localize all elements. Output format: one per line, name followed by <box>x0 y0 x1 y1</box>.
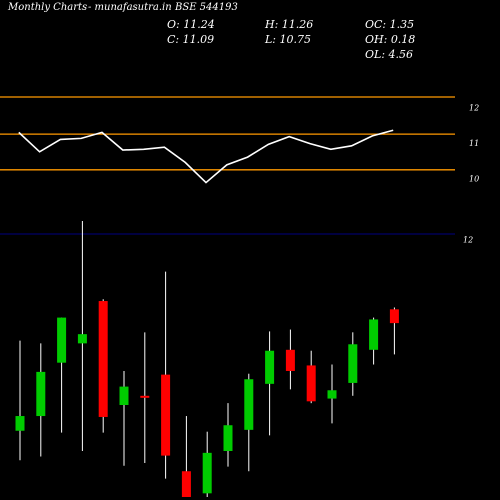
candle <box>98 299 108 433</box>
candle <box>348 332 358 396</box>
candle-body-down <box>389 309 399 324</box>
candle-body-down <box>98 301 108 417</box>
site-name: - munafasutra.in <box>88 2 172 13</box>
candle <box>36 343 46 457</box>
candle <box>161 271 171 479</box>
candle <box>15 340 25 461</box>
candle <box>369 317 379 365</box>
candle-body-up <box>369 319 379 350</box>
candle <box>119 370 129 466</box>
candle <box>140 332 150 463</box>
line-ytick: 10 <box>469 174 479 183</box>
candle <box>244 373 254 472</box>
candle-body-up <box>36 371 46 417</box>
candle-body-down <box>181 471 191 497</box>
candle-body-up <box>202 452 212 494</box>
ol-value: OL: 4.56 <box>365 48 414 61</box>
candle-body-up <box>265 350 275 384</box>
line-ytick: 11 <box>469 139 479 148</box>
candle-body-up <box>348 344 358 383</box>
candle-body-up <box>327 390 337 399</box>
candle-body-down <box>140 395 150 398</box>
candlestick-panel: 12 <box>15 221 473 497</box>
line-ytick: 12 <box>469 104 479 113</box>
candle <box>389 307 399 355</box>
candle-body-down <box>306 365 316 402</box>
site-label: Monthly Charts <box>8 2 88 13</box>
candle <box>181 416 191 497</box>
line-panel: 12 11 10 <box>0 96 479 184</box>
candle-body-down <box>161 374 171 456</box>
symbol-label: BSE 544193 <box>175 2 238 13</box>
candle-body-up <box>244 379 254 430</box>
candle-body-up <box>15 416 25 431</box>
candle-body-up <box>119 386 129 405</box>
oh-value: OH: 0.18 <box>365 33 416 46</box>
oc-value: OC: 1.35 <box>365 18 415 31</box>
candle <box>202 431 212 497</box>
open-value: O: 11.24 <box>167 18 215 31</box>
candle <box>223 403 233 467</box>
close-value: C: 11.09 <box>167 33 215 46</box>
low-value: L: 10.75 <box>265 33 311 46</box>
candle-body-up <box>57 317 67 363</box>
candle <box>306 350 316 404</box>
candle <box>77 221 87 451</box>
candle-body-up <box>223 425 233 451</box>
candle-body-down <box>285 349 295 371</box>
candle <box>285 329 295 390</box>
candle-ytick: 12 <box>463 235 473 244</box>
candle-body-up <box>77 334 87 344</box>
candle <box>57 317 67 433</box>
price-line <box>18 129 394 184</box>
candle <box>265 331 275 436</box>
candle <box>327 364 337 424</box>
high-value: H: 11.26 <box>265 18 314 31</box>
